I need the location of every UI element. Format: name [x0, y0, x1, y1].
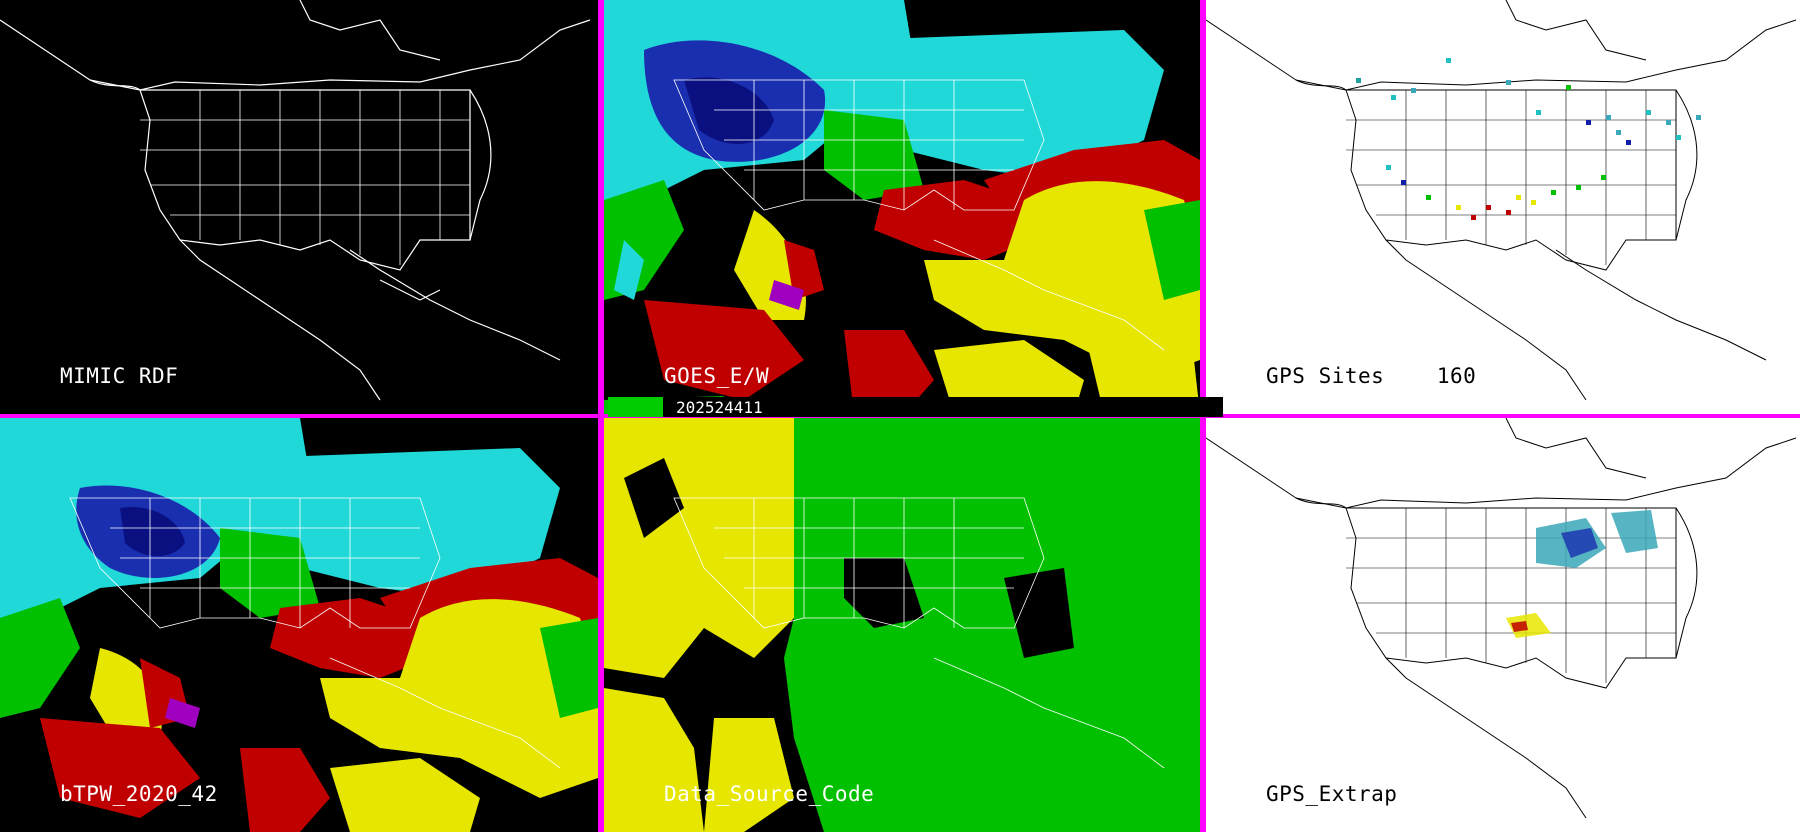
gps-site-markers — [1356, 58, 1701, 220]
panel-gps-extrap: GPS_Extrap — [1206, 418, 1800, 832]
extrapolated-field — [1506, 510, 1658, 638]
panel-label: MIMIC RDF — [60, 364, 179, 388]
timebar-swatch — [608, 397, 664, 417]
state-borders — [1346, 508, 1676, 683]
btpw-map — [0, 418, 598, 832]
timestamp: 202524411 — [676, 398, 763, 417]
map-outline-overlay — [673, 79, 1165, 351]
moisture-field — [604, 0, 1200, 414]
panel-mimic-rdf: MIMIC RDF — [0, 0, 598, 414]
panel-label: GPS_Extrap — [1266, 782, 1398, 806]
timebar — [663, 397, 1223, 417]
coastline-overlay — [1206, 0, 1797, 401]
source-field — [604, 418, 1200, 832]
data-source-code-map — [604, 418, 1200, 832]
panel-label: GOES_E/W — [664, 364, 770, 388]
panel-data-source-code: Data_Source_Code — [604, 418, 1200, 832]
panel-gps-sites: GPS Sites 160 — [1206, 0, 1800, 414]
moisture-field — [0, 418, 598, 832]
panel-btpw: bTPW_2020_42 — [0, 418, 598, 832]
panel-goes-ew: GOES_E/W — [604, 0, 1200, 414]
state-borders — [1346, 90, 1676, 265]
goes-ew-map — [604, 0, 1200, 414]
gps-sites-map — [1206, 0, 1797, 401]
coastline-overlay — [0, 0, 591, 401]
coastline-overlay — [1206, 418, 1797, 819]
state-borders — [140, 90, 470, 265]
panel-label: Data_Source_Code — [664, 782, 875, 806]
mimic-rdf-map — [0, 0, 591, 401]
panel-label: GPS Sites 160 — [1266, 364, 1477, 388]
gps-extrap-map — [1206, 418, 1797, 819]
map-outline-overlay — [69, 497, 561, 769]
map-outline-overlay — [673, 497, 1165, 769]
panel-label: bTPW_2020_42 — [60, 782, 218, 806]
